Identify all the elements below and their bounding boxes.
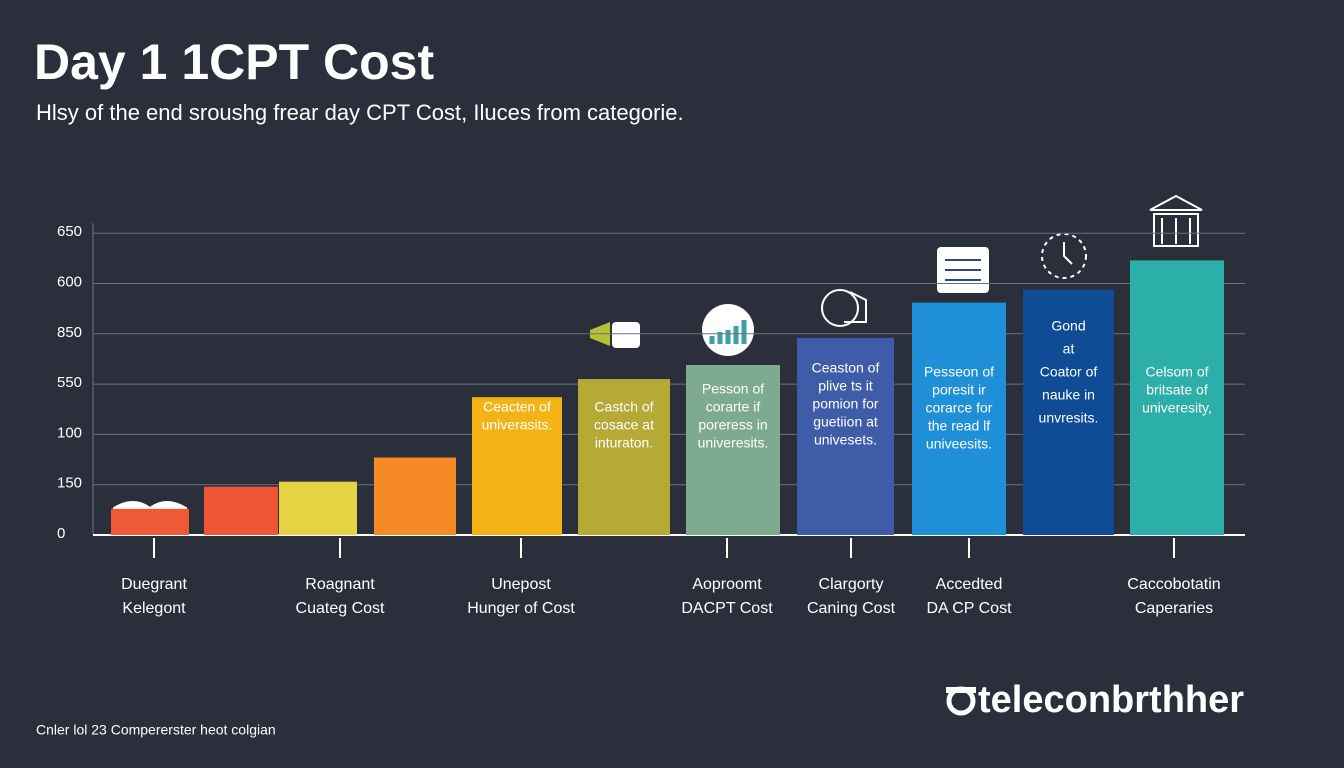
x-tick-label: Unepost: [491, 576, 551, 593]
x-tick-label: Caning Cost: [807, 600, 896, 617]
bar-label: poreress in: [698, 417, 767, 433]
bar-label: univeesits.: [926, 436, 992, 452]
y-tick-label: 600: [57, 273, 82, 290]
chart-subtitle: Hlsy of the end sroushg frear day CPT Co…: [36, 100, 684, 125]
bar-label: Pesseon of: [924, 364, 994, 380]
bar-label: pomion for: [812, 396, 878, 412]
y-tick-label: 550: [57, 374, 82, 391]
x-tick-label: Duegrant: [121, 576, 187, 593]
brand-logo: [946, 686, 976, 716]
bar-label: the read lf: [928, 418, 990, 434]
bar-label: guetiion at: [813, 414, 878, 430]
bar-label: nauke in: [1042, 387, 1095, 403]
x-tick-label: Accedted: [936, 576, 1003, 593]
chart-title: Day 1 1CPT Cost: [34, 34, 434, 90]
y-tick-label: 100: [57, 424, 82, 441]
bar: [686, 364, 780, 535]
bar: [1130, 260, 1224, 535]
x-tick-label: Roagnant: [305, 576, 375, 593]
bar-label: cosace at: [594, 417, 654, 433]
bar-label: Celsom of: [1145, 364, 1208, 380]
bar-label: corarte if: [706, 399, 761, 415]
y-tick-label: 850: [57, 324, 82, 341]
bar-label: unvresits.: [1039, 410, 1099, 426]
bar-label: Ceaston of: [812, 360, 880, 376]
bar-label: plive ts it: [818, 378, 873, 394]
bar-label: poresit ir: [932, 382, 986, 398]
bar-label: Pesson of: [702, 381, 764, 397]
x-tick-label: Kelegont: [122, 600, 186, 617]
bar: [374, 457, 456, 535]
bar-label: univerasits.: [482, 417, 553, 433]
x-tick-label: DA CP Cost: [926, 600, 1012, 617]
y-tick-label: 650: [57, 223, 82, 240]
y-tick-label: 0: [57, 525, 65, 542]
x-tick-label: Caperaries: [1135, 600, 1213, 617]
footer-note: Cnler lol 23 Compererster heot colgian: [36, 722, 276, 738]
bar: [279, 481, 357, 535]
bar-label: britsate of: [1146, 382, 1208, 398]
bar: [111, 508, 189, 535]
bar: [912, 302, 1006, 535]
bar-label: corarce for: [926, 400, 993, 416]
x-tick-label: Clargorty: [819, 576, 884, 593]
x-tick-label: Cuateg Cost: [296, 600, 385, 617]
bar-label: Gond: [1051, 318, 1085, 334]
bar-label: Castch of: [594, 399, 653, 415]
bar: [578, 379, 670, 535]
bar: [472, 397, 562, 535]
bar-label: inturaton.: [595, 435, 653, 451]
bar-label: Ceacten of: [483, 399, 551, 415]
bar: [797, 337, 894, 535]
icons: [113, 194, 1203, 524]
bar: [204, 486, 278, 535]
y-tick-label: 150: [57, 475, 82, 492]
x-tick-label: Aoproomt: [692, 576, 762, 593]
x-tick-label: Caccobotatin: [1127, 576, 1220, 593]
bar-label: at: [1063, 341, 1075, 357]
brand-name: teleconbrthher: [978, 679, 1244, 721]
bar-label: Coator of: [1040, 364, 1098, 380]
bar: [1023, 289, 1114, 535]
x-tick-label: Hunger of Cost: [467, 600, 575, 617]
bar-label: univeresits.: [698, 435, 769, 451]
bar-label: univesets.: [814, 432, 877, 448]
x-tick-label: DACPT Cost: [681, 600, 773, 617]
bar-label: univeresity,: [1142, 400, 1212, 416]
